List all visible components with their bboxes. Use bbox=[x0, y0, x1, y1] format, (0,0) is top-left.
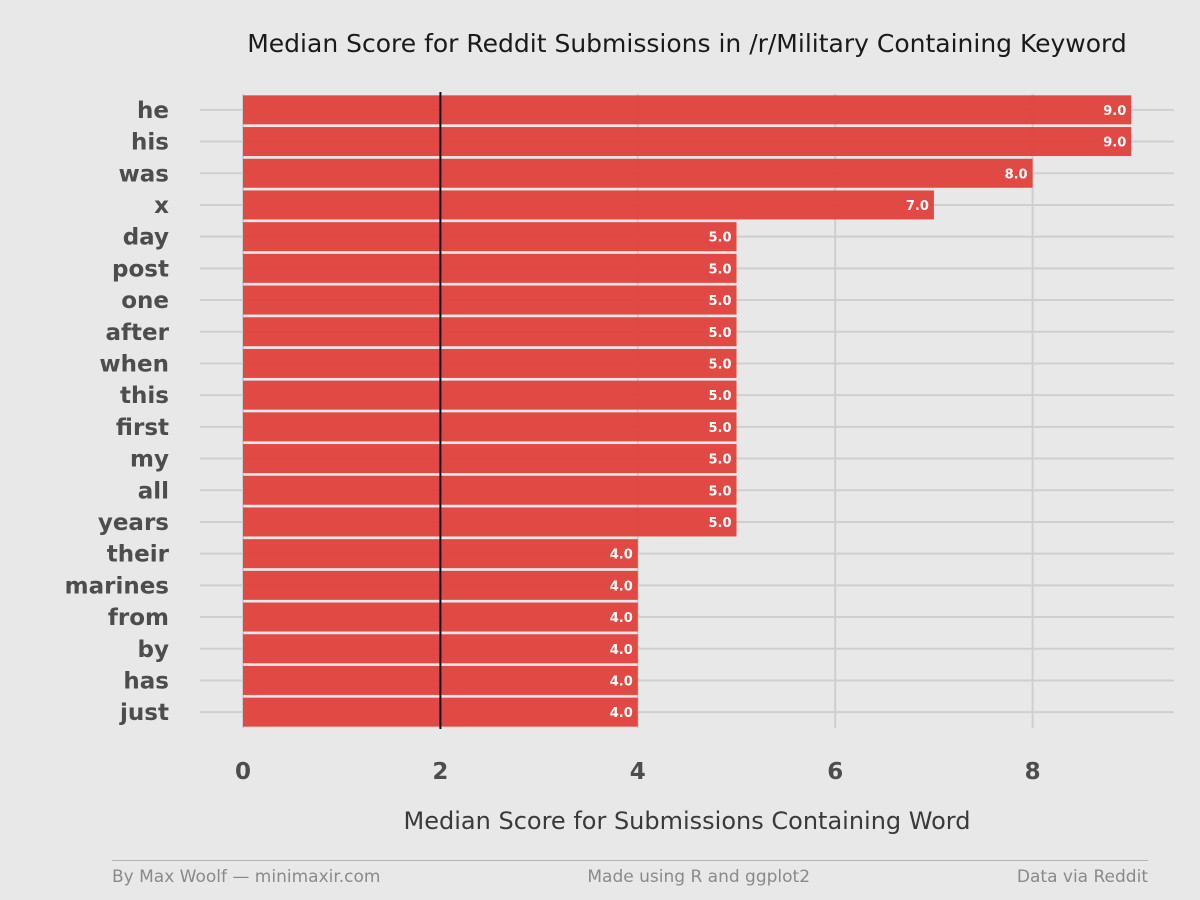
category-label: this bbox=[120, 383, 169, 409]
bar bbox=[243, 222, 737, 252]
category-label: all bbox=[138, 478, 169, 504]
bar-value-label: 5.0 bbox=[708, 357, 731, 372]
bar-value-label: 5.0 bbox=[708, 389, 731, 404]
bar bbox=[243, 317, 737, 347]
bar bbox=[243, 127, 1132, 157]
bar-value-label: 4.0 bbox=[610, 706, 633, 721]
category-label: just bbox=[119, 700, 169, 726]
bar-value-label: 5.0 bbox=[708, 262, 731, 277]
x-tick-label: 6 bbox=[827, 759, 843, 785]
category-label: years bbox=[98, 510, 169, 536]
bar-value-label: 5.0 bbox=[708, 421, 731, 436]
category-label: he bbox=[137, 98, 169, 124]
category-label: x bbox=[154, 193, 169, 219]
category-label: has bbox=[123, 668, 169, 694]
bar-value-label: 5.0 bbox=[708, 326, 731, 341]
category-label: from bbox=[108, 605, 169, 631]
category-label: marines bbox=[65, 573, 169, 599]
bar-value-label: 9.0 bbox=[1103, 104, 1126, 119]
category-label: one bbox=[121, 288, 169, 314]
x-tick-label: 0 bbox=[235, 759, 251, 785]
category-label: my bbox=[130, 447, 169, 473]
footer-tools: Made using R and ggplot2 bbox=[587, 867, 811, 887]
bar-value-label: 5.0 bbox=[708, 231, 731, 246]
bar-value-label: 5.0 bbox=[708, 453, 731, 468]
bar bbox=[243, 348, 737, 378]
chart-title: Median Score for Reddit Submissions in /… bbox=[247, 29, 1127, 58]
bar bbox=[243, 380, 737, 410]
footer: By Max Woolf — minimaxir.com Made using … bbox=[112, 860, 1148, 887]
footer-source: Data via Reddit bbox=[1016, 867, 1148, 887]
bars: 9.0 9.0 8.0 7.0 5.0 5.0 5.0 5.0 5.0 5.0 5.0 5.0 5.0 5… bbox=[243, 95, 1132, 727]
bar-value-label: 4.0 bbox=[610, 643, 633, 658]
bar-value-label: 5.0 bbox=[708, 294, 731, 309]
bar bbox=[243, 475, 737, 505]
bar-value-label: 9.0 bbox=[1103, 136, 1126, 151]
category-label: post bbox=[112, 256, 169, 282]
category-label: by bbox=[138, 637, 169, 663]
bar-value-label: 4.0 bbox=[610, 548, 633, 563]
category-label: their bbox=[107, 542, 170, 568]
bar-value-label: 8.0 bbox=[1005, 167, 1028, 182]
grid bbox=[200, 94, 1174, 728]
x-tick-label: 2 bbox=[432, 759, 448, 785]
bar bbox=[243, 444, 737, 474]
category-labels: he his was x day post one after when this first my a… bbox=[65, 98, 170, 726]
category-label: was bbox=[119, 161, 169, 187]
bar-value-label: 7.0 bbox=[906, 199, 929, 214]
bar-value-label: 5.0 bbox=[708, 484, 731, 499]
x-tick-label: 8 bbox=[1025, 759, 1041, 785]
category-label: after bbox=[106, 320, 170, 346]
x-axis-ticks: 0 2 4 6 8 bbox=[235, 759, 1041, 785]
bar bbox=[243, 190, 934, 220]
bar bbox=[243, 507, 737, 537]
category-label: when bbox=[99, 351, 169, 377]
footer-credit: By Max Woolf — minimaxir.com bbox=[112, 867, 381, 887]
bar-value-label: 4.0 bbox=[610, 674, 633, 689]
x-axis-title: Median Score for Submissions Containing … bbox=[404, 807, 971, 835]
category-label: his bbox=[131, 130, 169, 156]
category-label: day bbox=[123, 225, 169, 251]
bar-value-label: 5.0 bbox=[708, 516, 731, 531]
category-label: first bbox=[116, 415, 169, 441]
bar bbox=[243, 412, 737, 442]
bar-value-label: 4.0 bbox=[610, 579, 633, 594]
bar bbox=[243, 95, 1132, 125]
bar bbox=[243, 158, 1033, 188]
bar bbox=[243, 253, 737, 283]
x-tick-label: 4 bbox=[630, 759, 646, 785]
bar-value-label: 4.0 bbox=[610, 611, 633, 626]
bar bbox=[243, 285, 737, 315]
